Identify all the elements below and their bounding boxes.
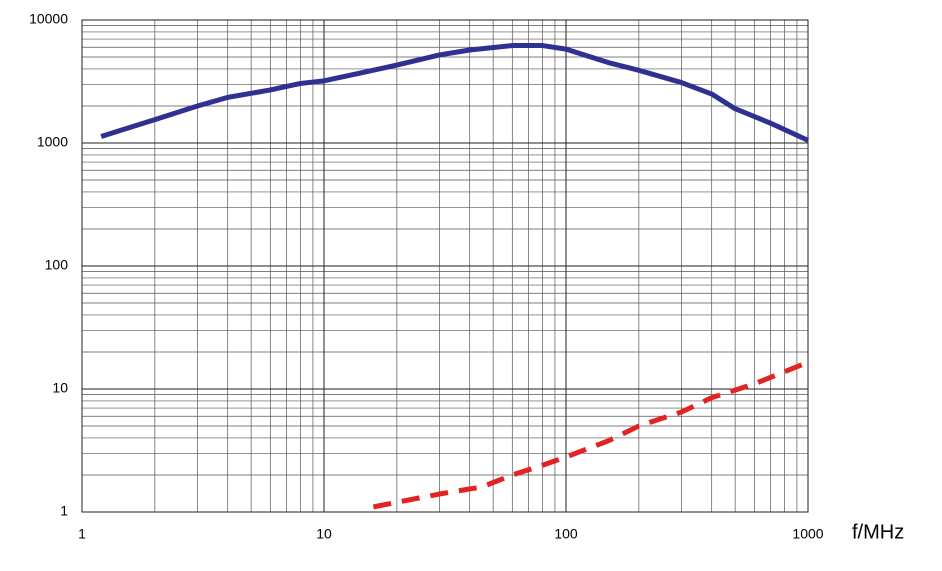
x-tick-label: 1 bbox=[78, 526, 86, 542]
x-tick-label: 100 bbox=[554, 526, 578, 542]
x-tick-label: 1000 bbox=[792, 526, 823, 542]
y-tick-label: 1 bbox=[60, 503, 68, 519]
x-axis-title: f/MHz bbox=[852, 521, 904, 543]
x-tick-label: 10 bbox=[316, 526, 332, 542]
y-tick-label: 10 bbox=[52, 380, 68, 396]
plot-border bbox=[81, 19, 809, 513]
data-line bbox=[372, 359, 809, 510]
y-tick-label: 100 bbox=[45, 257, 69, 273]
y-tick-label: 10000 bbox=[29, 11, 68, 27]
data-line bbox=[100, 43, 810, 143]
y-tick-label: 1000 bbox=[37, 134, 68, 150]
